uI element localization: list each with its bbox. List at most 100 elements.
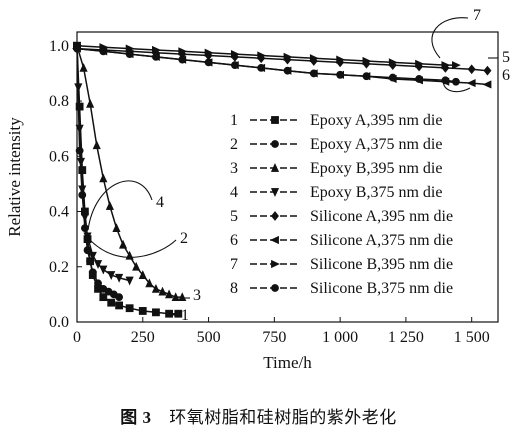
legend-index: 7 <box>230 256 238 273</box>
plot-frame <box>76 31 499 323</box>
legend-label: Epoxy A,375 nm die <box>310 136 442 153</box>
data-point-circle <box>271 140 279 148</box>
data-point-square <box>271 116 279 124</box>
data-point-triangle-down <box>80 213 89 222</box>
data-point-triangle-right <box>178 47 188 56</box>
callout-line <box>87 180 153 231</box>
curve-number-label: 4 <box>156 194 164 211</box>
curve-number-label: 7 <box>473 7 481 24</box>
data-point-triangle-up <box>132 261 141 271</box>
callout-line <box>89 239 177 258</box>
y-tick-label: 0.0 <box>49 314 69 331</box>
data-point-triangle-right <box>271 259 280 269</box>
chart-legend: 1 Epoxy A,395 nm die 2 Epoxy A,375 nm die 3 E… <box>230 112 453 297</box>
data-point-triangle-up <box>270 163 280 172</box>
data-point-circle <box>152 52 160 61</box>
data-point-diamond <box>483 65 492 76</box>
data-point-triangle-down <box>99 265 108 275</box>
series-line-5 <box>76 47 488 72</box>
figure-caption: 图 3 环氧树脂和硅树脂的紫外老化 <box>0 403 517 428</box>
legend-index: 5 <box>230 208 238 225</box>
data-point-triangle-up <box>165 289 174 299</box>
data-point-triangle-up <box>79 62 88 72</box>
data-point-triangle-right <box>257 51 267 60</box>
curve-annotation-4: 4 <box>87 180 164 231</box>
x-tick-label: 250 <box>131 329 155 346</box>
data-point-triangle-down <box>88 251 97 261</box>
legend-label: Silicone A,375 nm die <box>310 232 453 249</box>
data-point-circle <box>309 69 318 78</box>
data-point-diamond <box>271 211 279 221</box>
data-point-triangle-down <box>83 232 92 242</box>
legend-entry-1: 1 Epoxy A,395 nm die <box>230 112 442 129</box>
series-layer <box>72 40 492 318</box>
data-point-diamond <box>467 64 476 75</box>
data-point-triangle-right <box>204 48 214 57</box>
curve-annotation-1: 1 <box>169 307 189 324</box>
data-point-square <box>152 308 160 317</box>
y-tick-label: 0.6 <box>49 148 69 165</box>
data-point-circle <box>73 44 81 53</box>
data-point-circle <box>362 72 371 81</box>
data-point-circle <box>283 66 292 75</box>
legend-entry-6: 6 Silicone A,375 nm die <box>230 232 453 249</box>
legend-index: 3 <box>230 160 238 177</box>
data-point-circle <box>230 61 239 70</box>
curve-annotation-2: 2 <box>89 230 188 258</box>
figure-caption-text: 环氧树脂和硅树脂的紫外老化 <box>169 408 397 428</box>
data-point-square <box>125 304 134 313</box>
curve-annotation-6: 6 <box>442 67 510 93</box>
x-tick-label: 1 250 <box>388 329 424 346</box>
data-point-circle <box>271 284 279 292</box>
series-line-7 <box>76 45 456 66</box>
data-point-triangle-down <box>107 271 116 280</box>
data-point-square <box>115 301 123 310</box>
legend-entry-2: 2 Epoxy A,375 nm die <box>230 136 442 153</box>
legend-label: Silicone B,395 nm die <box>310 256 453 273</box>
data-point-triangle-up <box>86 98 95 108</box>
data-point-triangle-right <box>309 54 319 63</box>
data-point-triangle-up <box>158 286 167 296</box>
data-point-square <box>99 293 108 302</box>
curve-number-label: 6 <box>502 67 510 84</box>
series-4 <box>72 41 134 286</box>
data-point-triangle-down <box>270 188 280 197</box>
data-point-triangle-down <box>93 260 103 269</box>
data-point-triangle-right <box>388 58 398 67</box>
x-axis-label: Time/h <box>263 353 312 372</box>
data-point-triangle-right <box>415 59 424 68</box>
data-point-circle <box>204 58 213 67</box>
x-tick-label: 1 000 <box>322 329 358 346</box>
figure-caption-label: 图 3 <box>120 408 152 427</box>
curve-annotation-5: 5 <box>488 49 510 66</box>
data-point-triangle-right <box>362 56 372 66</box>
data-point-triangle-up <box>99 173 108 183</box>
y-tick-label: 1.0 <box>49 38 69 55</box>
x-tick-label: 1 500 <box>454 329 490 346</box>
data-point-triangle-up <box>151 283 161 293</box>
curve-annotation-3: 3 <box>184 287 201 304</box>
data-point-triangle-up <box>112 223 121 232</box>
data-point-triangle-left <box>466 79 476 88</box>
legend-entry-5: 5 Silicone A,395 nm die <box>230 208 453 225</box>
data-point-triangle-right <box>283 52 293 61</box>
data-point-circle <box>257 64 266 72</box>
curve-number-label: 5 <box>502 49 510 66</box>
data-point-circle <box>99 47 108 56</box>
y-tick-label: 0.4 <box>49 204 69 221</box>
data-point-triangle-right <box>152 45 161 55</box>
x-tick-label: 750 <box>262 329 286 346</box>
data-point-triangle-up <box>105 201 114 210</box>
curve-number-label: 1 <box>181 307 189 324</box>
data-point-square <box>174 309 183 318</box>
legend-index: 2 <box>230 136 238 153</box>
series-1 <box>73 41 183 318</box>
line-chart: 0 250 500 750 1 000 1 250 1 500 0.0 0.2 0.4 0.6 0.8… <box>5 7 510 372</box>
series-8 <box>73 44 460 86</box>
data-point-circle <box>86 257 95 266</box>
data-point-triangle-down <box>125 276 134 286</box>
legend-label: Silicone B,375 nm die <box>310 280 453 297</box>
data-point-circle <box>388 73 397 82</box>
callout-line <box>169 313 179 317</box>
